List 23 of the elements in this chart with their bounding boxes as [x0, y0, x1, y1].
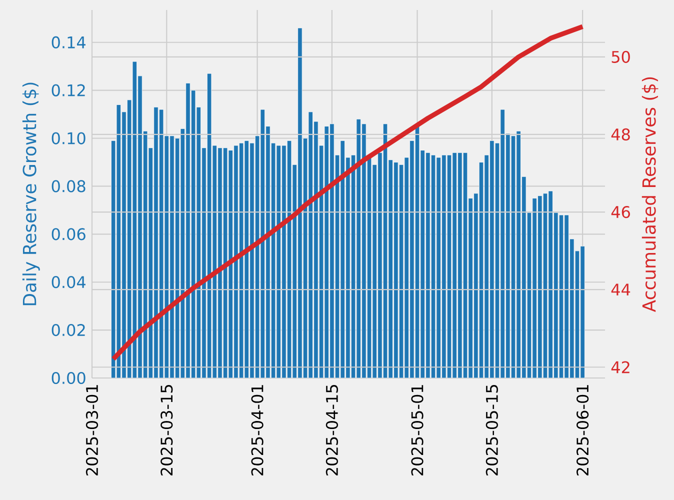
x-tick-label: 2025-04-01	[251, 385, 264, 476]
y2-tick-label: 46	[611, 206, 630, 218]
y2-tick-label: 42	[611, 361, 630, 374]
x-tick-label: 2025-05-01	[411, 385, 424, 476]
x-tick-label: 2025-04-15	[326, 385, 338, 476]
y2-tick-label: 50	[612, 50, 630, 63]
x-tick-label: 2025-03-15	[160, 385, 173, 476]
y-tick-label: 0.14	[52, 36, 86, 48]
y-tick-label: 0.08	[52, 180, 86, 192]
y-tick-label: 0.12	[52, 84, 85, 96]
y-tick-label: 0.10	[52, 132, 86, 144]
y-axis-title: Daily Reserve Growth ($)	[22, 82, 40, 306]
y2-axis-title: Accumulated Reserves ($)	[642, 77, 658, 312]
line-series	[110, 24, 585, 362]
y-tick-label: 0.06	[52, 228, 86, 240]
y2-tick-label: 44	[611, 284, 630, 296]
x-tick-label: 2025-06-01	[576, 385, 589, 476]
x-tick-label: 2025-03-01	[86, 385, 98, 476]
y-tick-label: 0.04	[52, 276, 86, 288]
x-tick-label: 2025-05-15	[486, 385, 498, 476]
y-tick-label: 0.00	[52, 372, 86, 384]
y-tick-label: 0.02	[52, 324, 85, 336]
y2-tick-label: 48	[611, 128, 630, 141]
